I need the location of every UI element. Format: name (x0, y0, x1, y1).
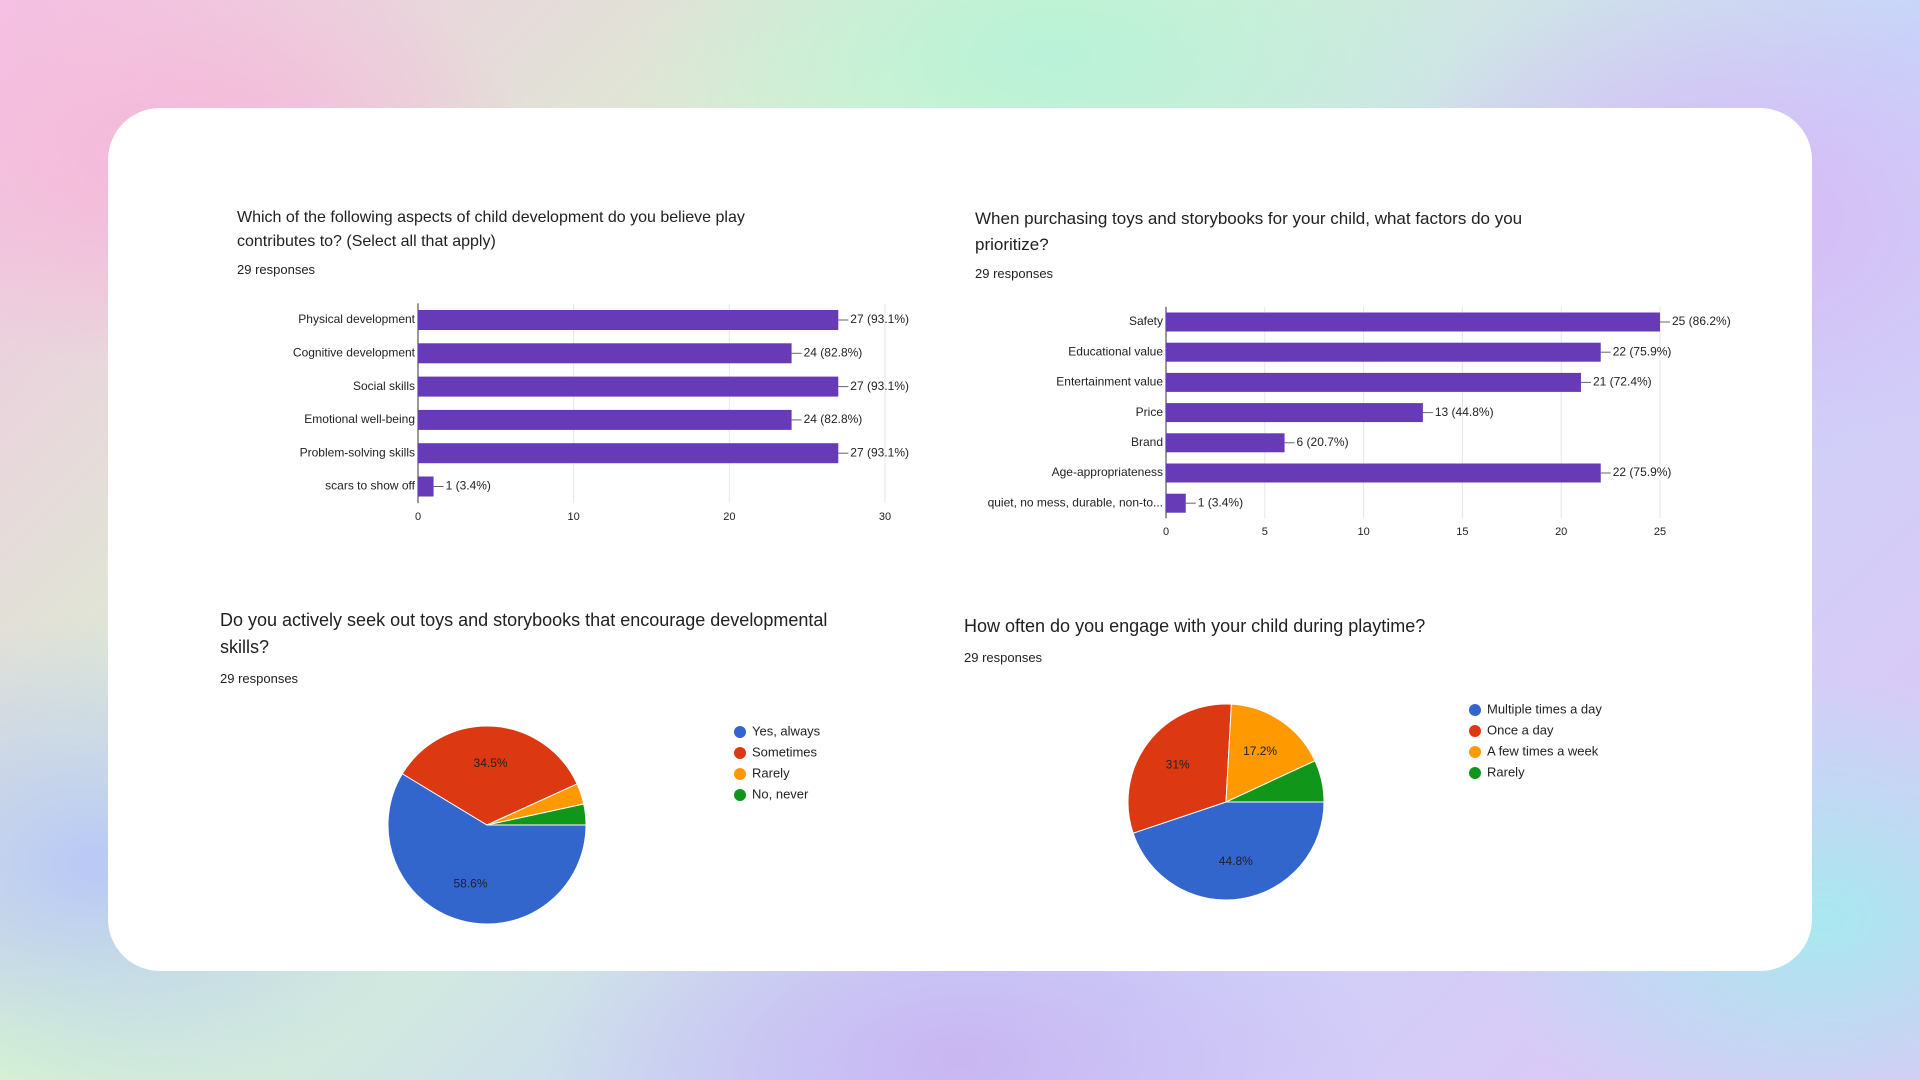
x-tick-label: 25 (1654, 526, 1666, 538)
value-label: 27 (93.1%) (850, 379, 909, 393)
pie-slice (387, 773, 587, 925)
x-tick-label: 15 (1456, 526, 1468, 538)
value-label: 24 (82.8%) (804, 412, 863, 426)
bar (418, 376, 839, 397)
category-label: Safety (1129, 314, 1163, 328)
category-label: Physical development (298, 312, 415, 326)
x-tick-label: 30 (879, 511, 891, 523)
value-label: 1 (3.4%) (1198, 495, 1243, 509)
bar (1166, 493, 1186, 513)
legend-swatch (734, 768, 746, 780)
value-label: 6 (20.7%) (1297, 435, 1349, 449)
value-label: 25 (86.2%) (1672, 314, 1731, 328)
x-tick-label: 20 (723, 511, 735, 523)
x-tick-label: 10 (1357, 526, 1369, 538)
legend-label: Yes, always (752, 723, 821, 738)
legend-swatch (1469, 746, 1481, 758)
category-label: Problem-solving skills (300, 445, 415, 459)
legend-label: Multiple times a day (1487, 701, 1602, 716)
bar (1166, 433, 1285, 453)
slice-label: 44.8% (1219, 854, 1253, 868)
x-tick-label: 10 (568, 511, 580, 523)
x-tick-label: 5 (1262, 526, 1268, 538)
pie-slice (1132, 801, 1325, 901)
category-label: scars to show off (325, 479, 415, 493)
category-label: Price (1136, 405, 1164, 419)
chart-title: When purchasing toys and storybooks for … (975, 209, 1523, 254)
chart-title: Do you actively seek out toys and storyb… (220, 610, 828, 657)
legend-label: No, never (752, 786, 809, 801)
slice-label: 58.6% (453, 876, 487, 890)
chart-subtitle: 29 responses (237, 262, 316, 277)
legend-label: A few times a week (1487, 743, 1599, 758)
x-tick-label: 20 (1555, 526, 1567, 538)
bar (418, 409, 792, 430)
value-label: 13 (44.8%) (1435, 405, 1494, 419)
pie-slice (1127, 703, 1232, 834)
legend-label: Rarely (1487, 764, 1525, 779)
pie-slice (1225, 703, 1316, 803)
chart-subtitle: 29 responses (220, 671, 299, 686)
category-label: Social skills (353, 379, 415, 393)
legend-swatch (734, 747, 746, 759)
chart-subtitle: 29 responses (975, 266, 1054, 281)
category-label: Educational value (1068, 344, 1163, 358)
value-label: 22 (75.9%) (1613, 465, 1672, 479)
value-label: 22 (75.9%) (1613, 344, 1672, 358)
value-label: 27 (93.1%) (850, 445, 909, 459)
pie-slice (486, 803, 587, 826)
bar (418, 343, 792, 364)
chart-subtitle: 29 responses (964, 650, 1043, 665)
bar (418, 310, 839, 330)
bar (418, 443, 839, 464)
bar (1166, 342, 1601, 362)
category-label: quiet, no mess, durable, non-to... (988, 495, 1163, 509)
bar (1166, 312, 1660, 332)
legend-label: Once a day (1487, 722, 1554, 737)
legend-swatch (1469, 704, 1481, 716)
bar (1166, 403, 1423, 423)
slice-label: 34.5% (474, 756, 508, 770)
bar (1166, 372, 1581, 392)
pie-slice (1225, 760, 1325, 803)
bar (418, 476, 434, 497)
chart-title: Which of the following aspects of child … (237, 209, 745, 250)
legend-swatch (1469, 767, 1481, 779)
category-label: Age-appropriateness (1052, 465, 1163, 479)
value-label: 21 (72.4%) (1593, 375, 1652, 389)
category-label: Brand (1131, 435, 1163, 449)
category-label: Cognitive development (293, 345, 416, 359)
legend-label: Sometimes (752, 744, 818, 759)
slice-label: 31% (1166, 757, 1190, 771)
value-label: 27 (93.1%) (850, 312, 909, 326)
category-label: Entertainment value (1056, 375, 1163, 389)
slice-label: 17.2% (1243, 744, 1277, 758)
x-tick-label: 0 (415, 511, 421, 523)
legend-swatch (734, 726, 746, 738)
legend-swatch (1469, 725, 1481, 737)
value-label: 1 (3.4%) (446, 479, 491, 493)
legend-label: Rarely (752, 765, 790, 780)
chart-title: How often do you engage with your child … (964, 616, 1426, 636)
value-label: 24 (82.8%) (804, 345, 863, 359)
legend-swatch (734, 789, 746, 801)
category-label: Emotional well-being (304, 412, 415, 426)
pie-slice (401, 725, 578, 826)
bar (1166, 463, 1601, 483)
x-tick-label: 0 (1163, 526, 1169, 538)
